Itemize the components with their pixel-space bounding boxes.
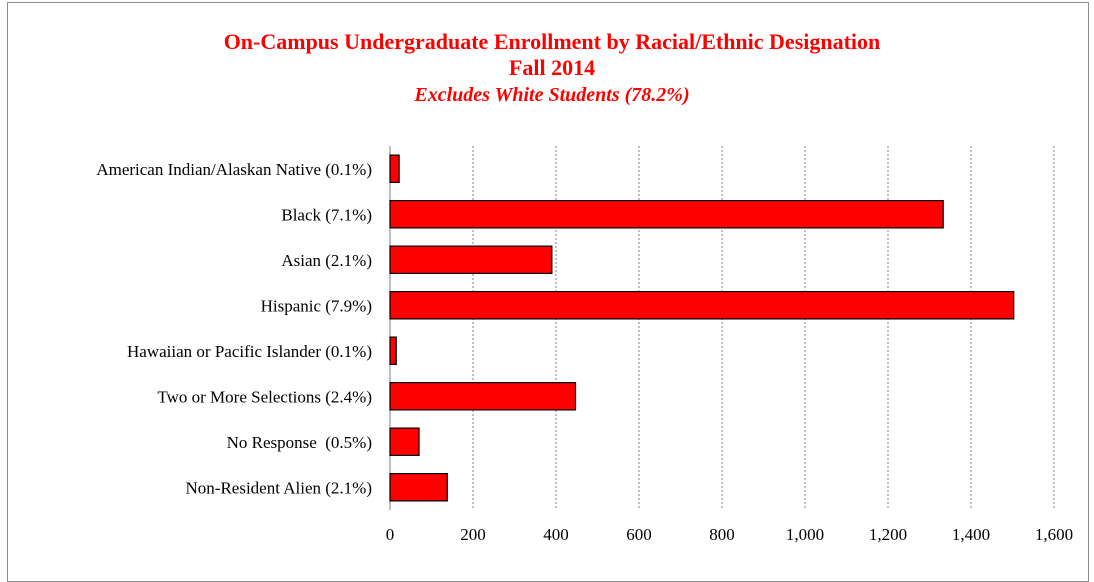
bar bbox=[389, 200, 944, 229]
x-tick-label: 1,000 bbox=[786, 525, 824, 544]
bar-chart: On-Campus Undergraduate Enrollment by Ra… bbox=[96, 29, 1073, 544]
x-tick-label: 400 bbox=[543, 525, 569, 544]
category-label: Non-Resident Alien (2.1%) bbox=[186, 478, 373, 497]
bars-group bbox=[389, 154, 1015, 502]
x-tick-label: 600 bbox=[626, 525, 652, 544]
x-tick-label: 800 bbox=[709, 525, 735, 544]
bar bbox=[389, 291, 1015, 320]
bar bbox=[389, 427, 420, 457]
x-tick-label: 1,600 bbox=[1035, 525, 1073, 544]
bar bbox=[389, 245, 553, 275]
category-label: Hispanic (7.9%) bbox=[261, 296, 372, 315]
chart-title-line2: Fall 2014 bbox=[509, 55, 595, 80]
bar bbox=[389, 154, 400, 184]
bar bbox=[389, 473, 448, 502]
category-label: Hawaiian or Pacific Islander (0.1%) bbox=[127, 342, 372, 361]
chart-subtitle: Excludes White Students (78.2%) bbox=[413, 84, 689, 106]
x-tick-label: 1,200 bbox=[869, 525, 907, 544]
category-label: Asian (2.1%) bbox=[281, 251, 372, 270]
bar bbox=[389, 336, 397, 366]
x-tick-label: 200 bbox=[460, 525, 486, 544]
category-label: No Response (0.5%) bbox=[227, 433, 372, 452]
bar bbox=[389, 382, 577, 411]
category-label: American Indian/Alaskan Native (0.1%) bbox=[96, 160, 372, 179]
category-label: Black (7.1%) bbox=[281, 205, 372, 224]
chart-title: On-Campus Undergraduate Enrollment by Ra… bbox=[224, 29, 881, 54]
category-labels: American Indian/Alaskan Native (0.1%) Bla… bbox=[96, 160, 372, 498]
x-tick-label: 0 bbox=[386, 525, 395, 544]
x-tick-labels: 0 200 400 600 800 1,000 1,200 1,400 1,600 bbox=[386, 525, 1073, 544]
x-tick-label: 1,400 bbox=[952, 525, 990, 544]
category-label: Two or More Selections (2.4%) bbox=[157, 387, 372, 406]
